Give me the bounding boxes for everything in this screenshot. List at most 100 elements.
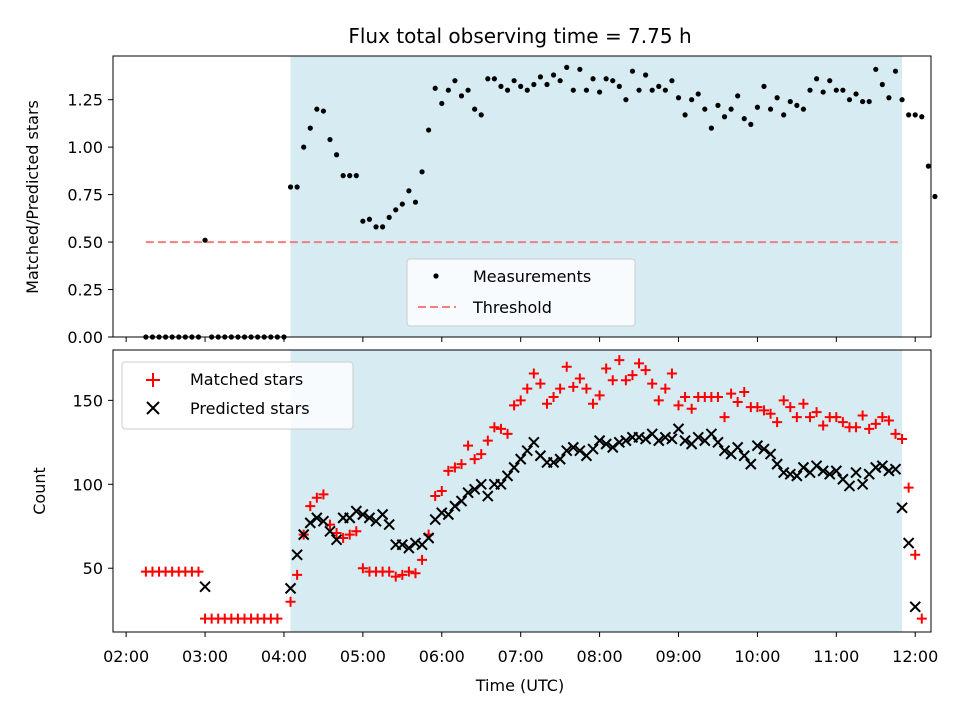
matched-star-point — [653, 395, 664, 406]
predicted-star-point — [692, 431, 704, 443]
matched-star-point — [515, 395, 526, 406]
measurement-point — [853, 91, 859, 97]
measurement-point — [307, 125, 313, 131]
matched-star-point — [489, 422, 500, 433]
predicted-star-point — [745, 458, 757, 470]
predicted-star-point — [422, 532, 435, 544]
matched-star-point — [811, 407, 822, 418]
matched-star-point — [601, 363, 612, 374]
predicted-star-point — [547, 456, 560, 469]
matched-star-point — [541, 398, 552, 409]
x-tick-label: 06:00 — [419, 647, 465, 666]
predicted-star-point — [297, 528, 310, 541]
measurement-point — [590, 76, 596, 82]
matched-star-point — [351, 526, 362, 537]
measurement-point — [333, 152, 340, 158]
chart-title: Flux total observing time = 7.75 h — [348, 24, 691, 48]
matched-star-point — [851, 422, 862, 433]
predicted-star-point — [764, 448, 777, 460]
measurement-point — [840, 87, 846, 93]
measurement-point — [715, 102, 721, 108]
predicted-star-point — [600, 438, 612, 450]
predicted-star-point — [712, 436, 724, 449]
predicted-star-point — [784, 468, 796, 480]
predicted-star-point — [521, 445, 533, 457]
predicted-star-point — [501, 470, 514, 482]
measurement-point — [899, 97, 905, 103]
predicted-star-point — [383, 518, 395, 531]
x-tick-label: 08:00 — [577, 647, 623, 666]
matched-star-point — [344, 529, 355, 540]
measurement-point — [636, 87, 642, 93]
predicted-star-point — [199, 580, 211, 593]
measurement-point — [643, 72, 649, 78]
measurement-point — [439, 100, 445, 107]
predicted-star-point — [396, 539, 409, 551]
measurement-point — [347, 173, 353, 179]
matched-star-point — [890, 428, 901, 439]
measurement-point — [458, 93, 465, 99]
predicted-star-point — [442, 508, 455, 521]
matched-star-point — [305, 501, 316, 512]
x-tick-label: 05:00 — [340, 647, 386, 666]
matched-star-point — [785, 402, 796, 413]
x-tick-label: 12:00 — [892, 647, 938, 666]
predicted-star-point — [876, 460, 889, 472]
matched-star-point — [502, 428, 513, 439]
measurement-point — [491, 76, 497, 82]
measurement-point — [925, 163, 931, 169]
predicted-star-point — [883, 465, 895, 477]
matched-star-point — [916, 613, 927, 624]
matched-star-point — [627, 370, 638, 381]
predicted-star-point — [403, 542, 415, 554]
predicted-star-point — [850, 466, 862, 479]
top-y-tick-label: 0.00 — [67, 328, 103, 347]
predicted-star-point — [653, 434, 665, 447]
predicted-star-point — [613, 436, 626, 449]
matched-star-point — [686, 403, 697, 414]
measurement-point — [485, 76, 491, 82]
matched-star-point — [449, 462, 460, 473]
matched-star-point — [660, 383, 671, 394]
measurement-point — [320, 108, 327, 114]
matched-star-point — [712, 392, 723, 402]
predicted-star-point — [449, 500, 461, 512]
predicted-star-point — [330, 533, 343, 546]
matched-star-point — [581, 383, 592, 394]
measurement-point — [379, 224, 386, 230]
measurement-point — [570, 87, 576, 93]
measurement-point — [813, 76, 820, 82]
matched-star-point — [338, 533, 349, 543]
legend-predicted-marker — [146, 401, 160, 415]
predicted-star-point — [810, 460, 823, 472]
predicted-star-point — [817, 465, 829, 477]
measurement-point — [511, 78, 517, 84]
predicted-star-point — [357, 508, 369, 521]
predicted-star-point — [830, 465, 843, 477]
predicted-star-point — [889, 463, 902, 475]
measurement-point — [406, 188, 412, 194]
top-y-tick-label: 1.25 — [67, 91, 103, 110]
measurement-point — [287, 184, 294, 190]
top-y-tick-label: 1.00 — [67, 138, 103, 157]
matched-star-point — [864, 423, 875, 434]
measurement-point — [794, 102, 800, 108]
measurement-point — [846, 97, 853, 103]
measurement-point — [860, 98, 866, 105]
predicted-star-point — [317, 515, 330, 527]
measurement-point — [603, 76, 609, 82]
x-tick-label: 04:00 — [261, 647, 307, 666]
predicted-star-point — [561, 445, 573, 457]
predicted-star-point — [495, 478, 507, 490]
legend-measurements-label: Measurements — [473, 267, 591, 286]
predicted-star-point — [870, 461, 882, 474]
predicted-star-point — [666, 433, 678, 445]
matched-star-point — [640, 365, 651, 376]
predicted-star-point — [797, 461, 810, 474]
measurement-point — [800, 106, 807, 112]
measurement-point — [932, 193, 938, 200]
matched-star-point — [739, 386, 750, 397]
measurement-point — [327, 136, 333, 143]
matched-star-point — [897, 433, 908, 444]
predicted-star-point — [528, 436, 540, 449]
